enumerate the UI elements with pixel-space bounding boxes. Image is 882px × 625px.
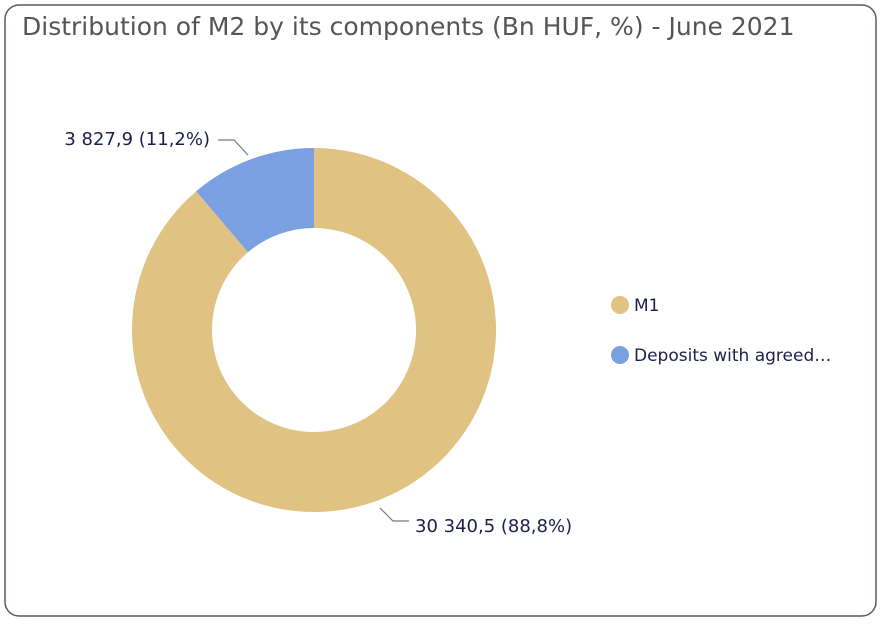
legend-swatch (611, 346, 629, 364)
chart-title: Distribution of M2 by its components (Bn… (22, 12, 795, 41)
leader-line (379, 507, 409, 522)
leader-line (218, 139, 249, 156)
legend-label: M1 (634, 296, 659, 316)
legend-swatch (611, 296, 629, 314)
legend-label: Deposits with agreed… (634, 346, 831, 366)
data-label: 30 340,5 (88,8%) (415, 516, 572, 537)
data-label: 3 827,9 (11,2%) (64, 129, 210, 150)
slice (132, 148, 497, 512)
slice (196, 148, 314, 253)
